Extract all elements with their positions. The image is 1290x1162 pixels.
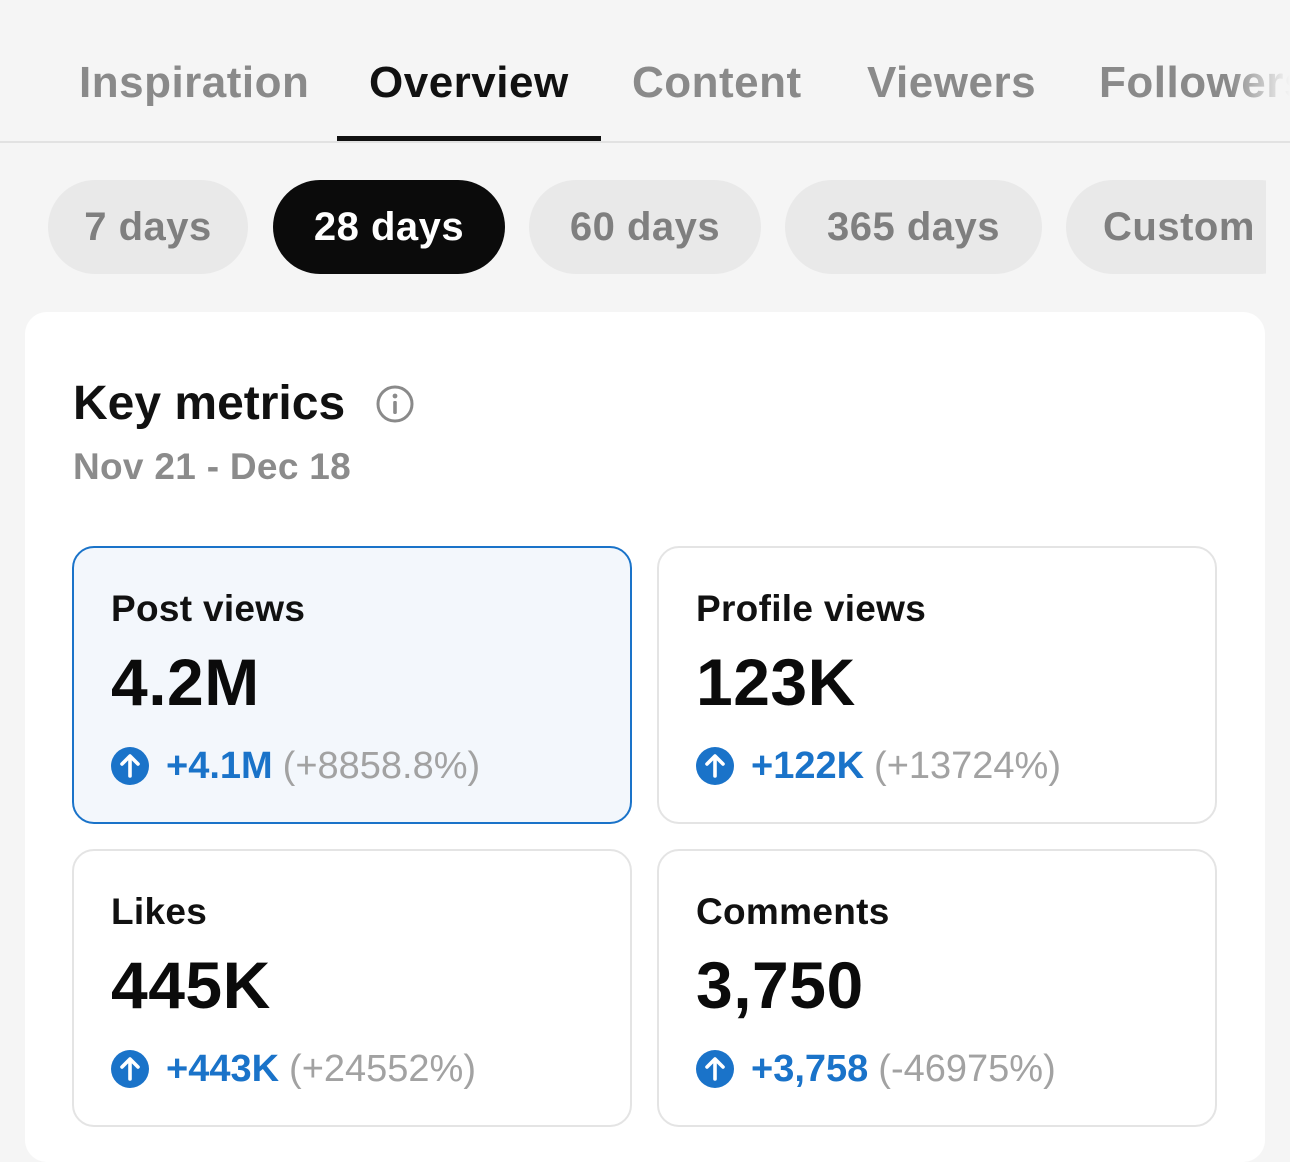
metric-label: Profile views [696,588,927,629]
tab-content[interactable]: Content [632,58,802,107]
metric-change: +443K (+24552%) [110,1047,476,1091]
metric-label: Likes [111,891,208,932]
range-chip-7-days[interactable]: 7 days [48,180,248,274]
arrow-up-circle-icon [696,747,734,785]
metric-value: 4.2M [111,645,260,719]
metric-change-absolute: +4.1M [166,744,273,787]
metric-value: 445K [111,948,271,1022]
metric-change: +3,758 (-46975%) [695,1047,1056,1091]
info-icon[interactable] [375,384,415,424]
arrow-up-circle-icon [111,747,149,785]
metric-change-percent: (+8858.8%) [282,744,481,787]
metric-change-absolute: +3,758 [751,1047,869,1090]
metric-value: 123K [696,645,856,719]
tab-overflow-fade [1230,40,1290,120]
active-tab-indicator [337,136,601,141]
metric-card-profile-views[interactable]: Profile views 123K +122K (+13724%) [657,546,1217,824]
tab-bar: Inspiration Overview Content Viewers Fol… [0,0,1290,143]
range-chip-365-days[interactable]: 365 days [785,180,1042,274]
metric-change-absolute: +122K [751,744,865,787]
metric-change: +122K (+13724%) [695,744,1061,788]
date-range-label: Nov 21 - Dec 18 [73,446,352,487]
range-chip-60-days[interactable]: 60 days [529,180,761,274]
tab-overview[interactable]: Overview [369,58,569,107]
metric-value: 3,750 [696,948,864,1022]
metric-change-absolute: +443K [166,1047,280,1090]
key-metrics-title: Key metrics [73,377,346,430]
metric-card-comments[interactable]: Comments 3,750 +3,758 (-46975%) [657,849,1217,1127]
key-metrics-card: Key metrics Nov 21 - Dec 18 Post views 4… [25,312,1265,1162]
range-chip-28-days[interactable]: 28 days [273,180,505,274]
arrow-up-circle-icon [696,1050,734,1088]
date-range-selector: 7 days 28 days 60 days 365 days Custom [0,180,1266,276]
metric-change-percent: (-46975%) [878,1047,1056,1090]
metric-card-post-views[interactable]: Post views 4.2M +4.1M (+8858.8%) [72,546,632,824]
metric-label: Post views [111,588,306,629]
metric-change-percent: (+13724%) [874,744,1062,787]
metric-card-likes[interactable]: Likes 445K +443K (+24552%) [72,849,632,1127]
tab-inspiration[interactable]: Inspiration [79,58,310,107]
metric-label: Comments [696,891,890,932]
metric-change: +4.1M (+8858.8%) [110,744,480,788]
range-chip-custom[interactable]: Custom [1066,180,1266,274]
arrow-up-circle-icon [111,1050,149,1088]
tab-viewers[interactable]: Viewers [867,58,1037,107]
metric-change-percent: (+24552%) [289,1047,477,1090]
